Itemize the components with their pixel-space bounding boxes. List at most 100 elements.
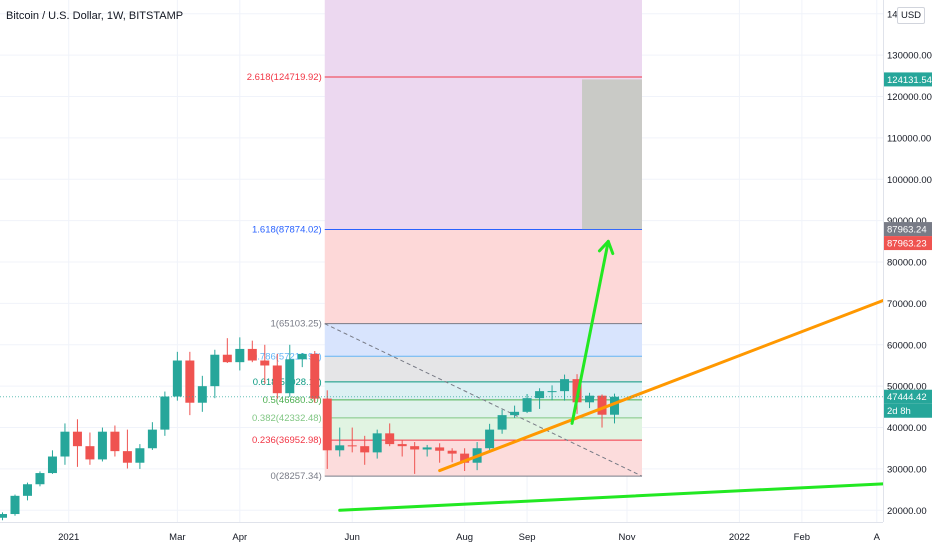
candle-up [160,396,170,430]
candle-down [322,398,332,451]
fib-level-label: 0.786(57219.92) [252,351,322,362]
x-tick-label: Mar [169,532,185,543]
x-tick-label: Apr [232,532,247,543]
candle-up [22,484,32,496]
candle-down [272,365,282,394]
x-tick-label: 2021 [58,532,79,543]
candle-up [547,391,557,393]
price-tag-label: 47444.42 [887,392,927,403]
price-tag-label: 87963.23 [887,239,927,250]
fib-band [324,440,642,477]
candle-up [297,353,307,360]
candle-down [347,445,357,447]
candle-up [585,395,595,403]
price-tag [884,403,932,418]
candle-up [510,411,520,416]
y-tick-label: 70000.00 [887,299,927,310]
price-tag [884,72,932,87]
candle-down [597,395,607,415]
candle-up [35,473,45,485]
candle-down [72,431,82,447]
fib-band [324,399,642,418]
candle-up [485,429,495,449]
price-tag-label: 2d 8h [887,406,911,417]
candle-up [172,360,182,397]
currency-button[interactable]: USD [897,7,925,24]
x-tick-label: Feb [794,532,810,543]
y-tick-label: 90000.00 [887,216,927,227]
x-tick-label: Nov [619,532,636,543]
x-tick-label: A [874,532,881,543]
candle-up [497,415,507,430]
candle-up [522,398,532,412]
y-tick-label: 80000.00 [887,258,927,269]
fib-band [324,229,642,324]
candle-down [460,453,470,463]
candle-up [135,448,145,463]
candle-down [410,446,420,450]
price-tag-label: 124131.54 [887,75,932,86]
y-tick-label: 110000.00 [887,133,931,144]
x-tick-label: Sep [519,532,536,543]
candle-up [197,386,207,403]
candle-down [222,354,232,363]
price-tag [884,389,932,404]
y-tick-label: 20000.00 [887,506,927,517]
candle-down [447,450,457,454]
candle-up [372,433,382,453]
price-tag [884,222,932,237]
orange-trend-line [438,299,883,473]
y-tick-label: 130000.00 [887,51,932,62]
fib-band [324,356,642,382]
fib-level-label: 0.5(46680.30) [263,395,322,406]
candle-down [310,353,320,399]
candle-up [10,495,20,515]
fib-level-label: 2.618(124719.92) [247,72,322,83]
y-tick-label: 120000.00 [887,92,932,103]
candle-up [60,431,70,457]
y-tick-label: 50000.00 [887,382,927,393]
fib-level-label: 0(28257.34) [271,471,322,482]
candle-down [122,451,132,463]
symbol-title: Bitcoin / U.S. Dollar, 1W, BITSTAMP [6,10,184,22]
fib-band [324,323,642,357]
y-tick-label: 60000.00 [887,340,927,351]
candle-up [47,456,57,474]
candle-down [397,444,407,447]
candle-up [285,359,295,394]
y-tick-label: 14 [887,9,898,20]
candle-up [235,348,245,363]
candle-up [610,396,620,415]
candle-down [185,360,195,403]
dashed-trend-line [324,323,643,477]
y-tick-label: 30000.00 [887,464,927,475]
green-trend-line [338,482,883,512]
plot-area: 0(28257.34) 0.236(36952.98) 0.382(42332.48… [0,0,883,522]
fib-band [324,0,642,77]
candle-up [560,379,570,392]
green-arrow-shaft [570,239,610,425]
price-tag-label: 87963.24 [887,225,927,236]
candle-down [435,447,445,451]
green-arrow-head [597,239,615,256]
fib-level-label: 0.236(36952.98) [252,435,322,446]
candle-down [110,431,120,452]
candle-up [535,391,545,399]
fib-band [324,417,642,441]
candle-down [247,348,257,361]
fib-level-label: 1.618(87874.02) [252,224,322,235]
candle-up [97,431,107,460]
candle-up [147,429,157,449]
candle-up [422,447,432,450]
y-tick-label: 100000.00 [887,175,932,186]
y-tick-label: 40000.00 [887,423,927,434]
candle-down [360,446,370,453]
candle-down [85,446,95,460]
candle-up [0,514,7,518]
x-tick-label: 2022 [729,532,750,543]
target-box [582,79,642,230]
fib-level-label: 1(65103.25) [271,319,322,330]
candle-down [385,433,395,445]
